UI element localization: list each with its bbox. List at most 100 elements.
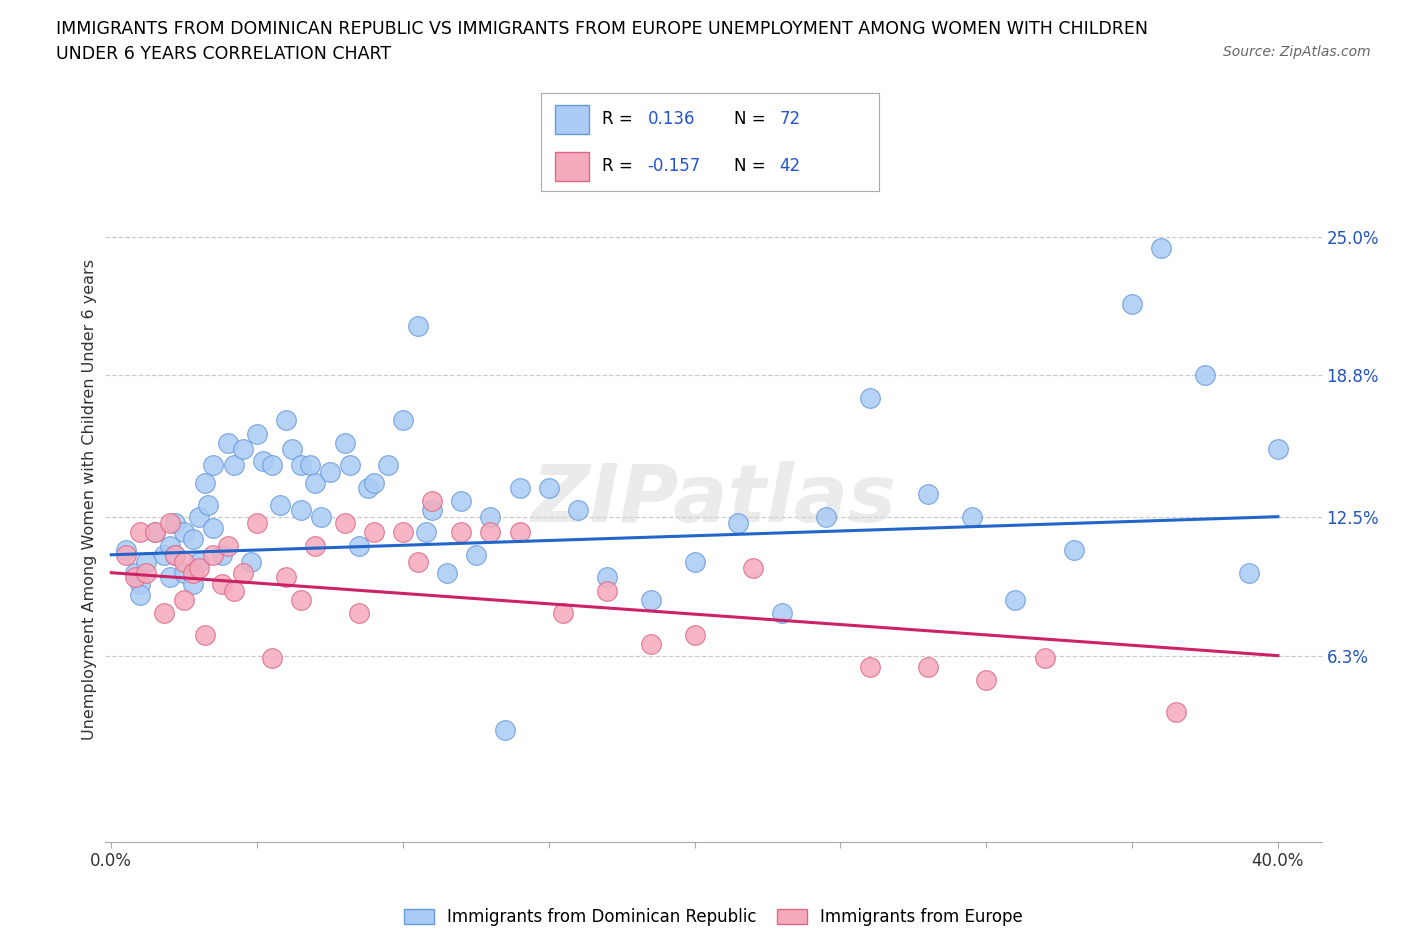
Point (339, 458, 361, 472)
Point (173, 525, 195, 539)
Point (960, 510, 983, 525)
Point (596, 583, 619, 598)
Point (211, 548, 233, 563)
Point (290, 592, 312, 607)
Point (917, 659, 939, 674)
Point (135, 554, 157, 569)
Point (683, 554, 706, 569)
Point (159, 538, 181, 553)
Point (217, 538, 239, 553)
Point (363, 525, 385, 539)
Text: Source: ZipAtlas.com: Source: ZipAtlas.com (1223, 45, 1371, 59)
Point (290, 458, 312, 472)
Point (858, 391, 880, 405)
Point (246, 426, 269, 441)
Point (377, 458, 399, 472)
Point (194, 628, 217, 643)
Point (173, 565, 195, 580)
Point (1004, 592, 1026, 607)
Point (197, 498, 219, 513)
Point (1121, 297, 1143, 312)
Text: IMMIGRANTS FROM DOMINICAN REPUBLIC VS IMMIGRANTS FROM EUROPE UNEMPLOYMENT AMONG : IMMIGRANTS FROM DOMINICAN REPUBLIC VS IM… (56, 20, 1149, 38)
Point (181, 565, 204, 580)
Point (858, 659, 880, 674)
Point (159, 570, 181, 585)
Point (567, 502, 589, 517)
Point (333, 516, 356, 531)
Text: 42: 42 (779, 157, 800, 175)
Point (115, 543, 138, 558)
Point (298, 458, 321, 472)
Point (333, 435, 356, 450)
Point (143, 525, 166, 539)
Point (406, 554, 429, 569)
Point (1063, 543, 1085, 558)
Point (217, 435, 239, 450)
Point (1164, 704, 1187, 719)
Point (974, 672, 997, 687)
Point (494, 723, 516, 737)
Point (159, 516, 181, 531)
Text: UNDER 6 YEARS CORRELATION CHART: UNDER 6 YEARS CORRELATION CHART (56, 45, 391, 62)
Point (683, 628, 706, 643)
Point (347, 605, 370, 620)
Point (281, 442, 304, 457)
Point (187, 510, 209, 525)
Point (450, 494, 472, 509)
Point (479, 510, 502, 525)
Point (917, 486, 939, 501)
Point (509, 525, 531, 539)
Text: 72: 72 (779, 111, 800, 128)
Text: N =: N = (734, 157, 770, 175)
Point (1150, 240, 1173, 255)
Point (392, 413, 415, 428)
Point (181, 532, 204, 547)
Point (640, 592, 662, 607)
Point (222, 458, 245, 472)
Point (143, 525, 166, 539)
Point (124, 565, 146, 580)
Y-axis label: Unemployment Among Women with Children Under 6 years: Unemployment Among Women with Children U… (82, 259, 97, 740)
Point (173, 592, 195, 607)
Point (596, 570, 619, 585)
Point (165, 548, 187, 563)
Point (392, 525, 415, 539)
Point (194, 475, 217, 490)
Point (222, 583, 245, 598)
Point (450, 525, 472, 539)
Point (165, 516, 187, 531)
Point (129, 588, 152, 603)
Point (260, 458, 283, 472)
Point (363, 475, 385, 490)
Point (260, 650, 283, 665)
Point (240, 554, 263, 569)
Point (211, 577, 233, 591)
Point (347, 538, 370, 553)
Point (187, 554, 209, 569)
Point (231, 442, 253, 457)
Point (311, 510, 333, 525)
Point (165, 548, 187, 563)
Text: N =: N = (734, 111, 770, 128)
Point (135, 565, 157, 580)
Point (464, 548, 486, 563)
Text: -0.157: -0.157 (648, 157, 700, 175)
Point (231, 565, 253, 580)
Point (357, 480, 380, 495)
Text: R =: R = (602, 111, 638, 128)
Point (252, 453, 274, 468)
Point (304, 475, 326, 490)
Point (173, 554, 195, 569)
Point (770, 605, 793, 620)
Point (436, 565, 458, 580)
Point (276, 570, 298, 585)
Point (319, 464, 342, 479)
Point (115, 548, 138, 563)
Text: R =: R = (602, 157, 638, 175)
Point (509, 480, 531, 495)
Point (420, 494, 443, 509)
Point (537, 480, 560, 495)
Point (202, 521, 225, 536)
Point (129, 525, 152, 539)
FancyBboxPatch shape (555, 105, 589, 134)
